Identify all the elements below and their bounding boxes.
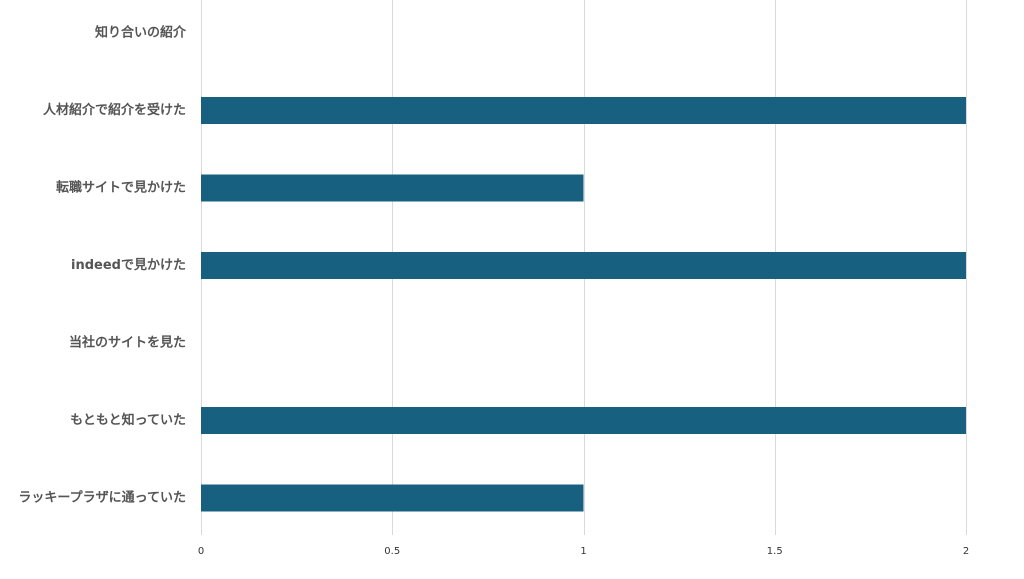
- bar-3: [201, 252, 966, 279]
- category-label: もともと知っていた: [70, 412, 186, 428]
- tick-label-layer: 0 0.5 1 1.5 2: [198, 546, 969, 557]
- category-label: 知り合いの紹介: [95, 25, 187, 41]
- category-label: 人材紹介で紹介を受けた: [43, 102, 186, 118]
- x-tick-label: 0.5: [384, 546, 400, 557]
- x-tick-label: 0: [198, 546, 204, 557]
- x-tick-label: 1.5: [767, 546, 783, 557]
- category-label: ラッキープラザに通っていた: [18, 490, 186, 506]
- bar-5: [201, 407, 966, 434]
- category-label: 転職サイトで見かけた: [56, 180, 186, 196]
- bar-layer: [201, 97, 966, 512]
- x-tick-label: 1: [580, 546, 586, 557]
- bar-2: [201, 174, 584, 202]
- x-tick-label: 2: [963, 546, 969, 557]
- bar-6: [201, 484, 584, 512]
- category-label: indeedで見かけた: [71, 258, 186, 273]
- bar-1: [201, 97, 966, 124]
- category-label: 当社のサイトを見た: [69, 335, 186, 351]
